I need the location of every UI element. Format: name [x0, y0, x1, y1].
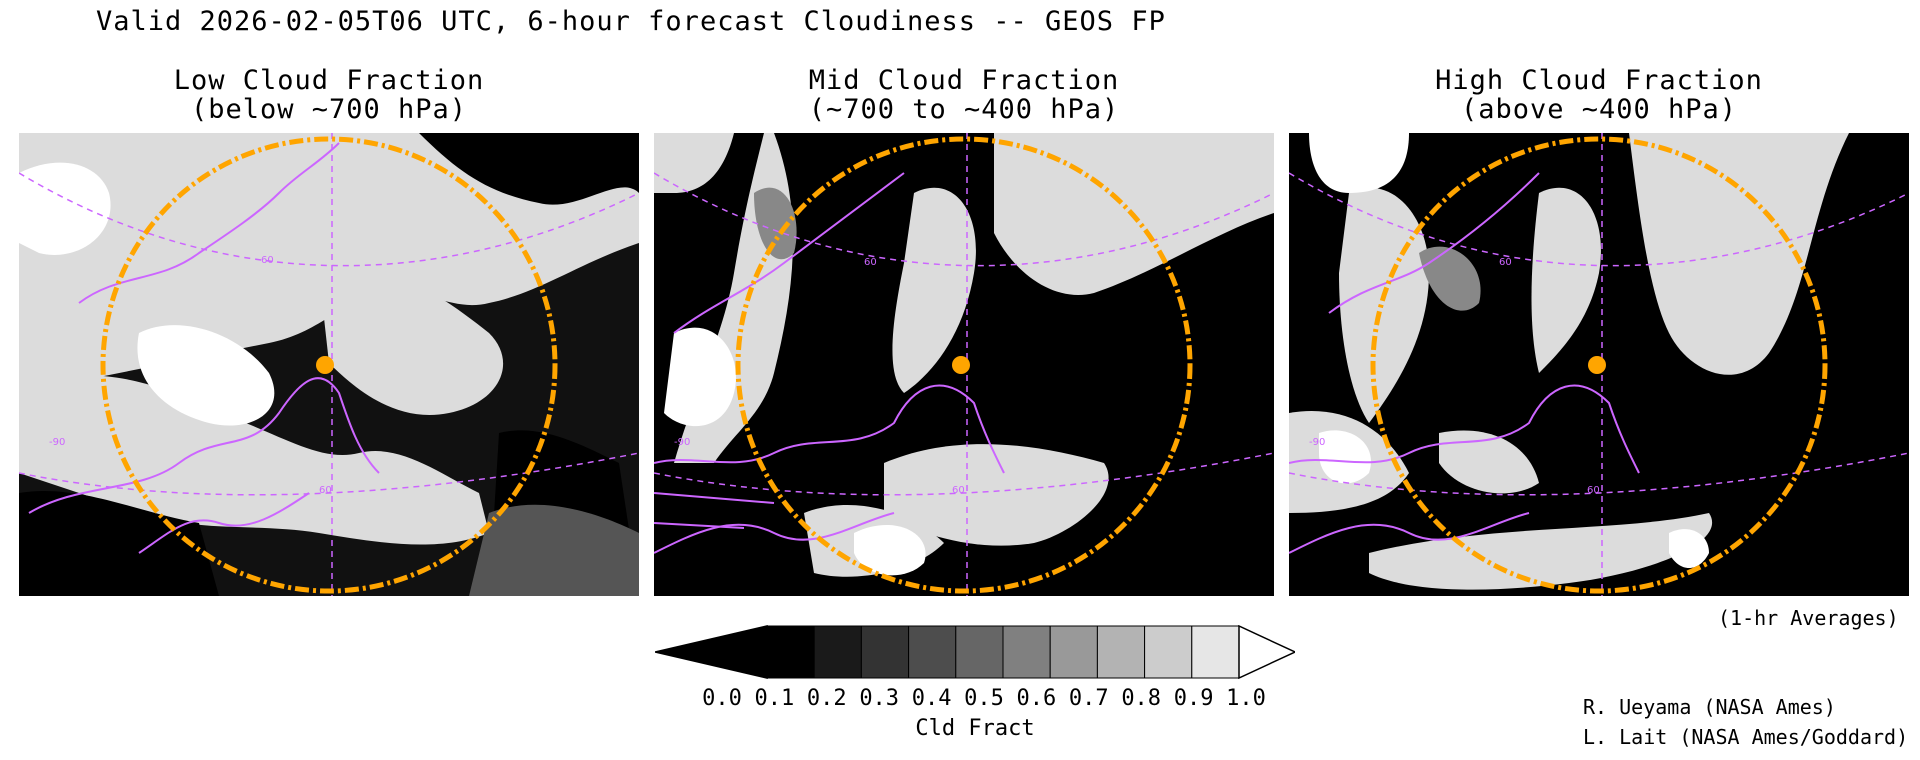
colorbar-tick-label: 0.8	[1121, 686, 1162, 711]
panel-title-low: Low Cloud Fraction (below ~700 hPa)	[19, 66, 639, 124]
panel-title-high: High Cloud Fraction (above ~400 hPa)	[1289, 66, 1909, 124]
high-cloud-map: 60 -90 60	[1289, 133, 1909, 596]
grid-label: 60	[952, 485, 965, 496]
grid-label: 60	[1499, 257, 1512, 268]
panel-title-line2: (~700 to ~400 hPa)	[808, 94, 1120, 125]
figure-title: Valid 2026-02-05T06 UTC, 6-hour forecast…	[96, 6, 1166, 37]
colorbar-tick-label: 0.4	[911, 686, 952, 711]
site-marker-icon	[1588, 356, 1606, 374]
panel-title-line2: (above ~400 hPa)	[1460, 94, 1738, 125]
colorbar-cell	[908, 625, 957, 679]
colorbar-under-arrow	[655, 625, 768, 679]
credit-line-1: R. Ueyama (NASA Ames)	[1583, 695, 1836, 719]
panel-title-line1: High Cloud Fraction	[1435, 65, 1763, 96]
colorbar-label: Cld Fract	[915, 716, 1035, 741]
panel-title-line1: Mid Cloud Fraction	[808, 65, 1120, 96]
colorbar-cell	[1144, 625, 1193, 679]
colorbar-cell	[1191, 625, 1240, 679]
colorbar-cell	[766, 625, 815, 679]
site-marker-icon	[952, 356, 970, 374]
colorbar-cell	[1096, 625, 1146, 679]
grid-label: 60	[1587, 485, 1600, 496]
panel-title-line2: (below ~700 hPa)	[190, 94, 468, 125]
colorbar-tick-label: 0.2	[806, 686, 847, 711]
grid-label: 60	[261, 255, 274, 266]
colorbar-cell	[1002, 625, 1051, 679]
colorbar-tick-label: 1.0	[1226, 686, 1266, 711]
panel-title-line1: Low Cloud Fraction	[173, 65, 485, 96]
colorbar-cell	[860, 625, 910, 679]
credit-line-2: L. Lait (NASA Ames/Goddard)	[1583, 725, 1909, 749]
colorbar	[655, 625, 1295, 679]
colorbar-tick-label: 0.6	[1016, 686, 1057, 711]
colorbar-tick-label: 0.7	[1068, 686, 1109, 711]
grid-label: -90	[674, 437, 690, 448]
grid-label: -90	[1309, 437, 1325, 448]
colorbar-tick-label: 0.5	[964, 686, 1004, 711]
grid-label: 60	[864, 257, 877, 268]
colorbar-tick-label: 0.0	[702, 686, 742, 711]
colorbar-over-arrow	[1238, 625, 1295, 679]
grid-label: 60	[319, 485, 332, 496]
colorbar-tick-label: 0.1	[754, 686, 795, 711]
mid-cloud-map: 60 -90 60	[654, 133, 1274, 596]
averages-note: (1-hr Averages)	[1718, 606, 1899, 630]
colorbar-cell	[955, 625, 1004, 679]
colorbar-tick-label: 0.9	[1173, 686, 1214, 711]
grid-label: -90	[49, 437, 65, 448]
panel-title-mid: Mid Cloud Fraction (~700 to ~400 hPa)	[654, 66, 1274, 124]
colorbar-cell	[813, 625, 862, 679]
colorbar-tick-label: 0.3	[859, 686, 900, 711]
site-marker-icon	[316, 356, 334, 374]
low-cloud-map: 60 -90 60	[19, 133, 639, 596]
colorbar-cell	[1049, 625, 1098, 679]
